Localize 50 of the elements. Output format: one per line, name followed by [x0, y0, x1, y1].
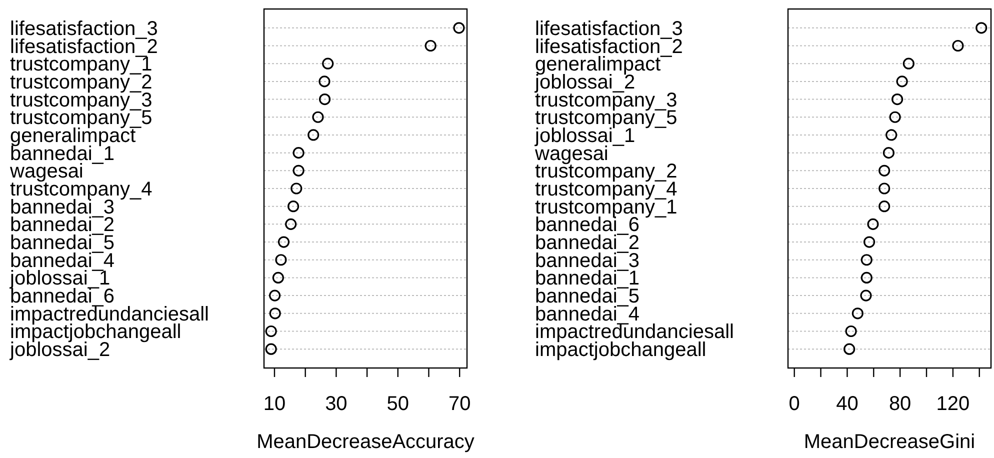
point: [878, 182, 890, 194]
point: [952, 40, 964, 52]
point: [860, 254, 872, 266]
point: [892, 93, 904, 106]
point: [272, 272, 284, 284]
point: [860, 290, 872, 302]
y-tick-label: impactredundanciesall: [10, 303, 210, 326]
point: [275, 254, 287, 266]
point: [878, 200, 890, 212]
x-tick-label: 10: [263, 393, 286, 415]
point: [852, 308, 864, 320]
point: [290, 182, 302, 194]
point: [265, 343, 277, 355]
point: [278, 236, 290, 248]
x-axis-title: MeanDecreaseGini: [804, 431, 976, 453]
point: [860, 272, 872, 284]
point: [453, 22, 465, 34]
x-tick-label: 80: [888, 393, 912, 415]
point: [889, 111, 901, 123]
x-axis-title: MeanDecreaseAccuracy: [256, 431, 474, 453]
point: [322, 58, 334, 70]
x-tick-label: 120: [936, 393, 970, 415]
point: [265, 325, 277, 338]
point: [886, 129, 898, 141]
point: [882, 147, 895, 159]
point: [292, 147, 304, 159]
point: [845, 325, 857, 338]
x-tick-label: 40: [836, 393, 858, 415]
point: [269, 290, 281, 302]
point: [318, 76, 330, 88]
point: [867, 218, 879, 230]
x-tick-label: 50: [386, 393, 410, 415]
point: [878, 164, 890, 176]
point: [318, 93, 331, 106]
point: [863, 236, 876, 248]
x-tick-label: 30: [325, 393, 348, 415]
point: [288, 200, 300, 212]
point: [312, 111, 324, 123]
x-tick-label: 0: [788, 393, 800, 415]
point: [308, 129, 320, 141]
point: [976, 22, 988, 34]
point: [269, 308, 281, 320]
point: [896, 76, 908, 88]
point: [292, 164, 304, 176]
point: [285, 218, 297, 230]
point: [424, 40, 436, 52]
x-tick-label: 70: [448, 393, 471, 415]
point: [844, 343, 856, 355]
point: [902, 58, 914, 70]
y-tick-label: wagesai: [9, 160, 84, 183]
